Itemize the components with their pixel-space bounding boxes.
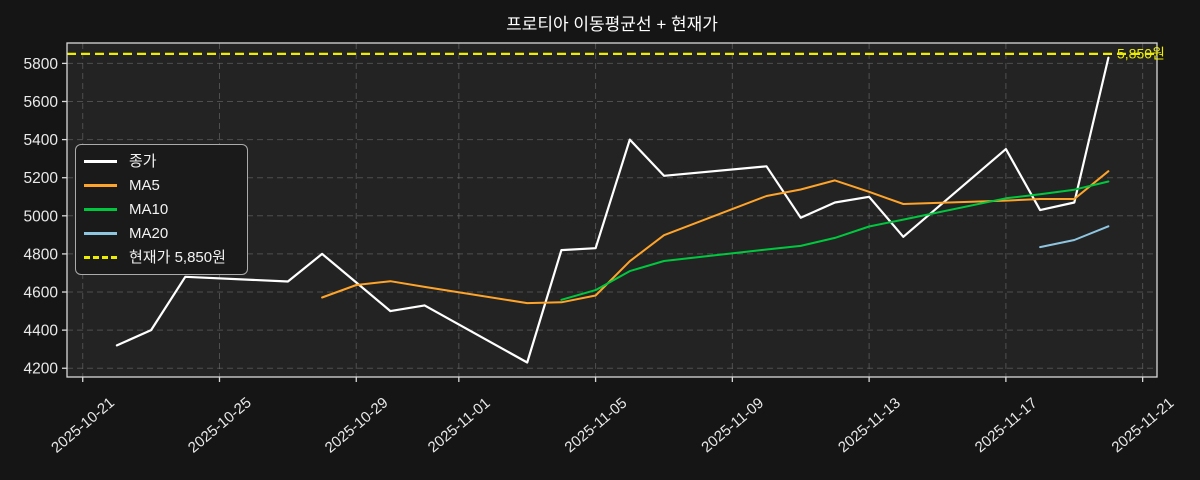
ma5-line: [321, 170, 1110, 305]
x-tick-label: 2025-11-17: [972, 395, 1041, 457]
legend-label-ma5: MA5: [129, 177, 160, 195]
y-tick-label: 5200: [24, 170, 59, 187]
plot-area: [67, 43, 1157, 377]
chart-title: 프로티아 이동평균선 + 현재가: [506, 15, 718, 34]
x-tick-label: 2025-10-29: [322, 394, 392, 456]
y-tick-label: 5800: [24, 56, 59, 73]
legend-item-ma20: MA20: [84, 221, 239, 245]
legend-label-current: 현재가 5,850원: [129, 248, 226, 266]
x-tick-label: 2025-11-09: [698, 395, 767, 457]
legend-swatch-ma20: [84, 231, 117, 235]
x-tick-label: 2025-11-05: [561, 395, 630, 457]
legend-label-ma20: MA20: [129, 224, 169, 242]
x-tick-label: 2025-10-25: [185, 394, 255, 456]
x-tick-label: 2025-11-01: [425, 395, 494, 457]
legend-label-close: 종가: [129, 153, 157, 171]
current-price-label: 5,850원: [1117, 45, 1165, 61]
close-line: [115, 56, 1110, 364]
x-tick-label: 2025-11-21: [1109, 395, 1178, 457]
legend-label-ma10: MA10: [129, 200, 169, 218]
legend-item-close: 종가: [84, 150, 239, 174]
legend-item-current: 현재가 5,850원: [84, 245, 239, 269]
y-tick-label: 5400: [24, 132, 59, 149]
legend-swatch-current: [84, 255, 117, 259]
x-tick-label: 2025-10-21: [48, 394, 118, 456]
legend-swatch-ma10: [84, 207, 117, 211]
ma20-line: [1039, 225, 1110, 249]
plot-border: [66, 42, 1158, 378]
legend-swatch-close: [84, 160, 117, 164]
y-tick-label: 5000: [24, 208, 59, 225]
y-tick-label: 4400: [24, 323, 59, 340]
axes-spines: [66, 42, 1158, 378]
legend-item-ma10: MA10: [84, 198, 239, 222]
x-tick-label: 2025-11-13: [835, 395, 904, 457]
legend-swatch-ma5: [84, 184, 117, 188]
y-tick-label: 4600: [24, 285, 59, 302]
grid-layer: [67, 43, 1157, 377]
series-layer: [115, 56, 1110, 364]
ma10-line: [560, 180, 1110, 301]
y-tick-label: 5600: [24, 94, 59, 111]
y-tick-label: 4800: [24, 246, 59, 263]
legend: 종가 MA5 MA10 MA20 현재가 5,850원: [75, 144, 248, 275]
y-tick-label: 4200: [24, 361, 59, 378]
legend-item-ma5: MA5: [84, 174, 239, 198]
